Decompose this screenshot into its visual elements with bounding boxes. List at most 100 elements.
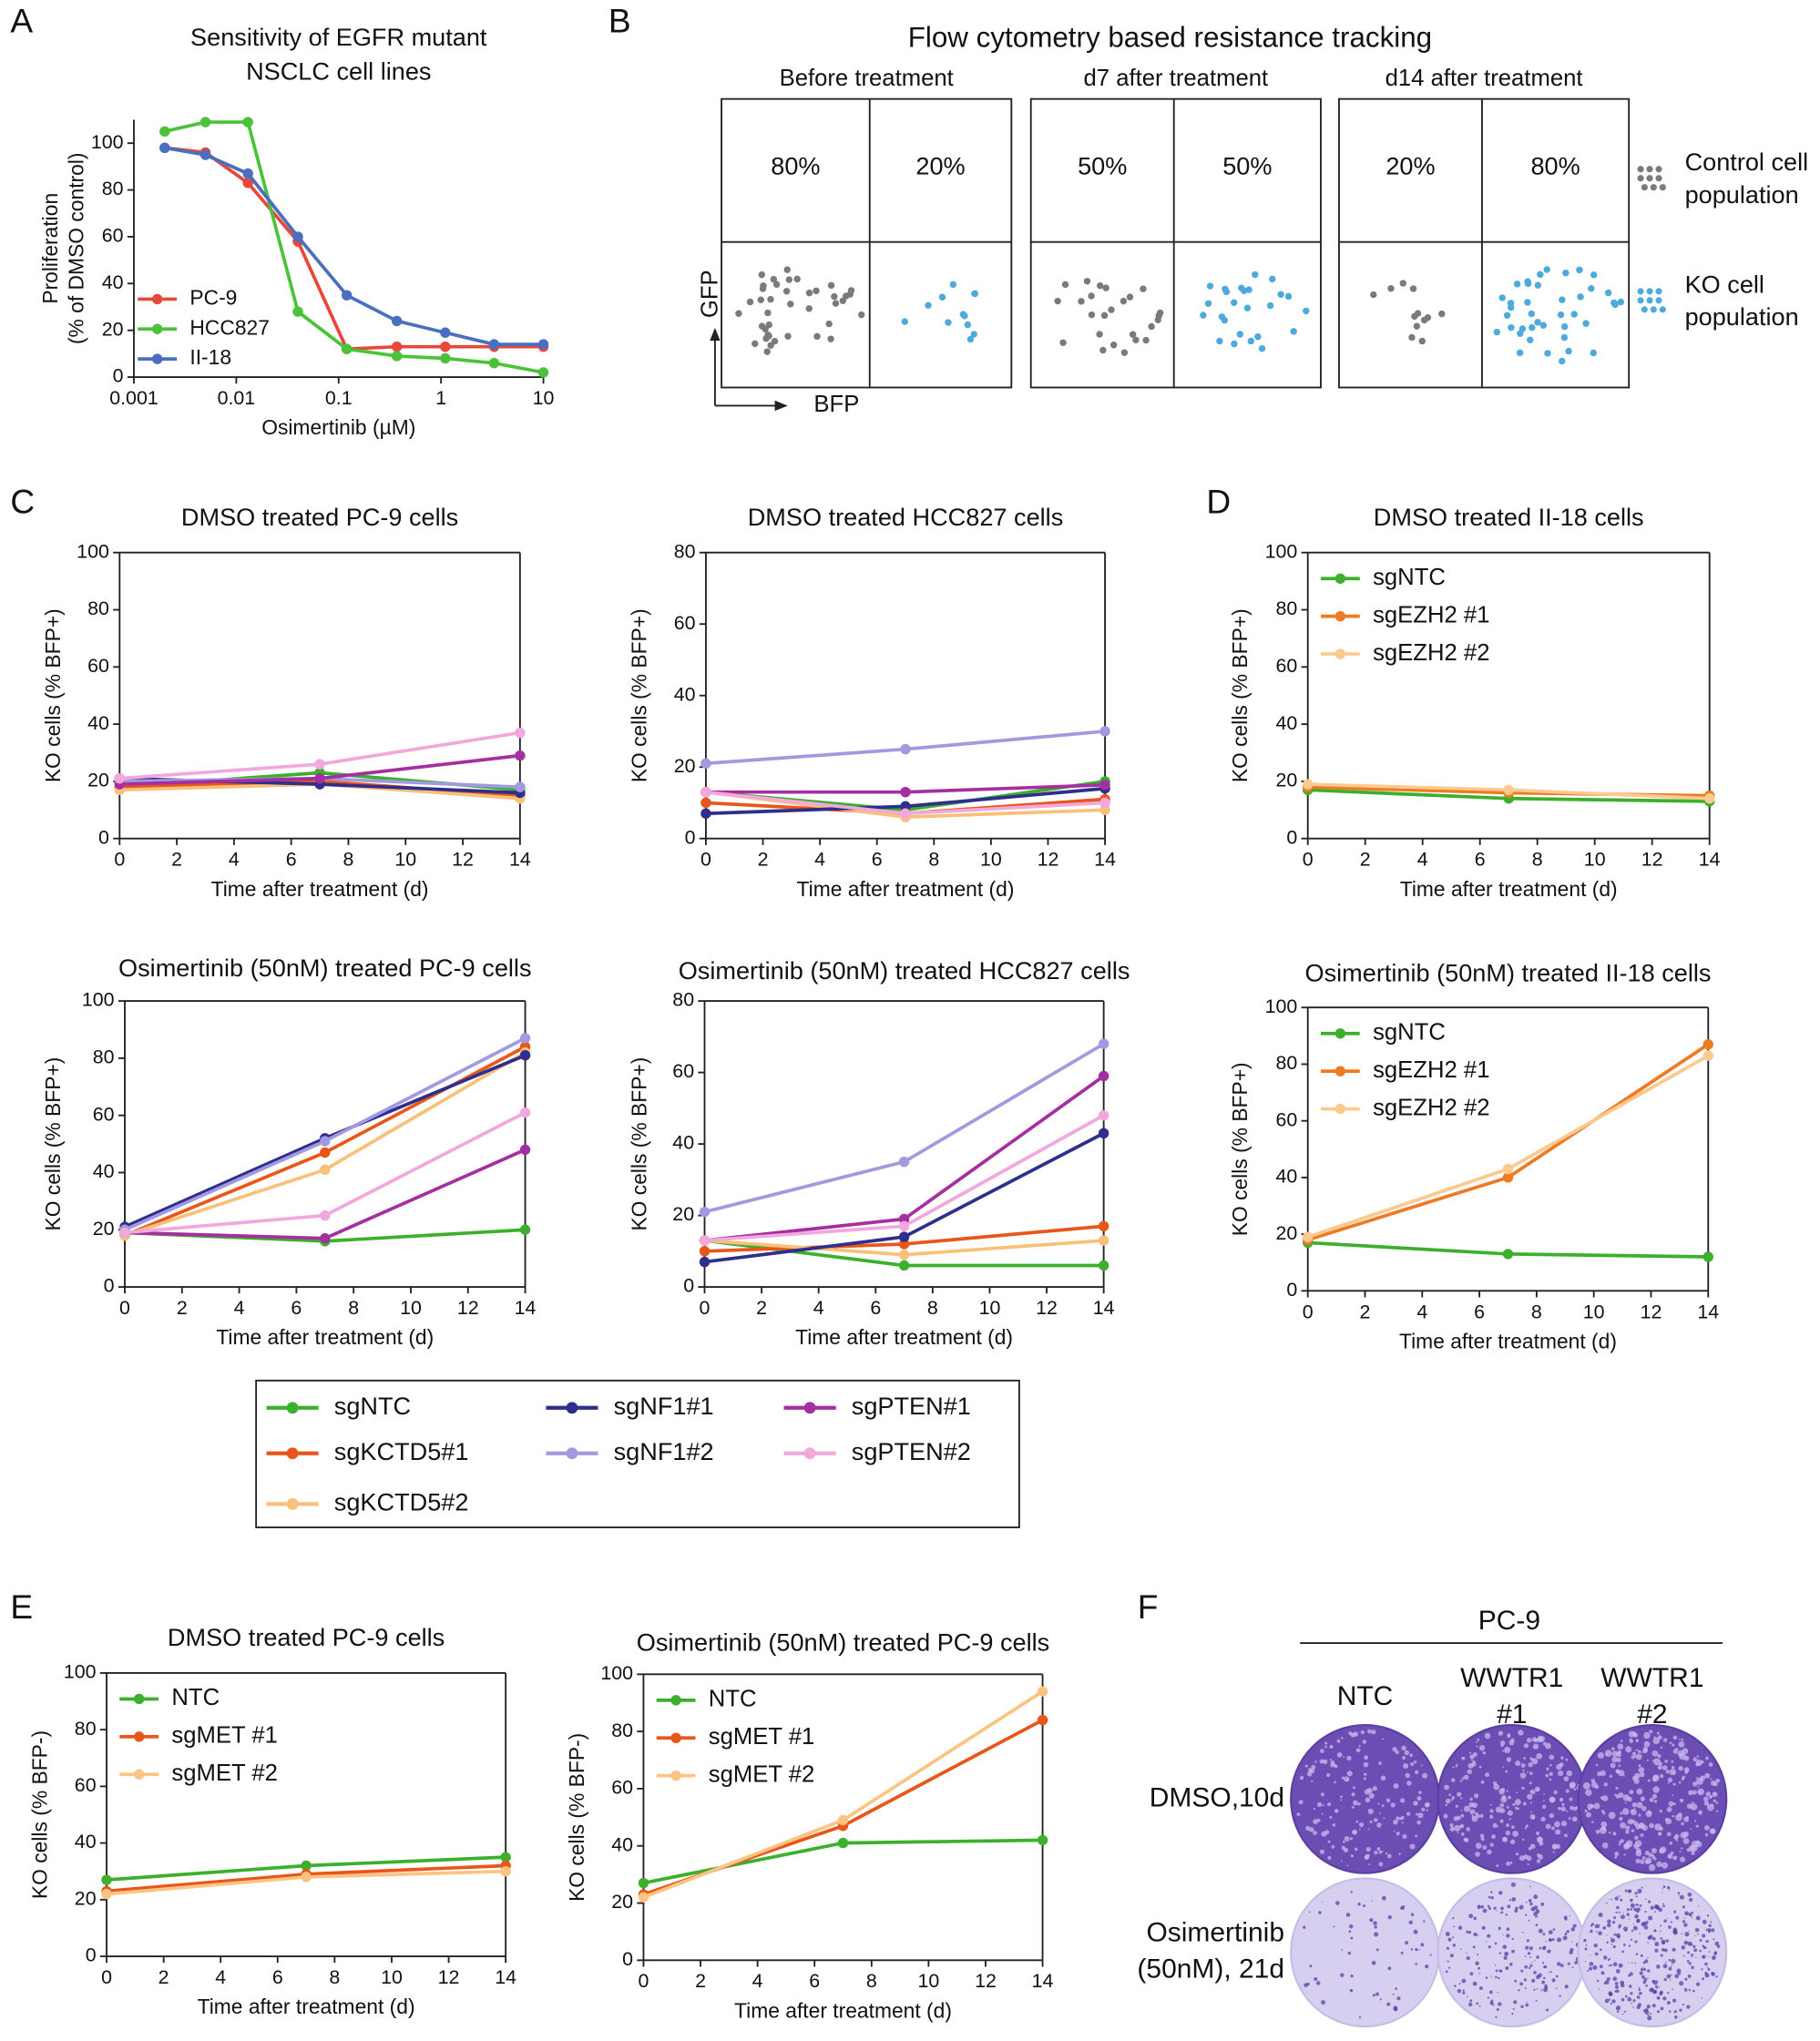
colony-spot (1607, 1919, 1611, 1924)
colony-spot (1367, 1729, 1372, 1734)
colony-spot (1609, 1774, 1613, 1778)
colony-spot (1699, 1949, 1702, 1953)
colony-spot (1610, 1747, 1615, 1750)
colony-spot (1385, 1852, 1388, 1855)
cell-dot (1266, 301, 1274, 310)
cell-dot (1061, 281, 1069, 289)
colony-spot (1669, 2011, 1672, 2013)
colony-spot (1353, 1800, 1358, 1806)
colony-spot (1447, 1937, 1452, 1942)
cell-dot (1562, 270, 1569, 277)
x-tick-label: 12 (457, 1297, 479, 1319)
colony-spot (1374, 1932, 1379, 1937)
colony-spot (1707, 1928, 1712, 1932)
colony-spot (1647, 2014, 1650, 2016)
colony-spot (1524, 1955, 1527, 1957)
colony-spot (1682, 1748, 1689, 1755)
colony-spot (1682, 1920, 1686, 1924)
colony-spot (1378, 1850, 1383, 1854)
x-tick-label: 6 (1475, 849, 1486, 871)
colony-spot (1452, 1936, 1455, 1939)
colony-spot (1460, 1797, 1463, 1800)
colony-spot (1687, 1974, 1692, 1978)
colony-spot (1487, 1849, 1492, 1855)
y-axis-label: KO cells (% BFP+) (1228, 1062, 1252, 1236)
colony-spot (1691, 1955, 1693, 1958)
panel-label: D (1206, 483, 1231, 521)
marker (900, 801, 911, 812)
colony-spot (1593, 1802, 1600, 1810)
colony-spot (1520, 1969, 1524, 1973)
colony-spot (1694, 1927, 1700, 1933)
colony-spot (1697, 1785, 1700, 1788)
legend-swatch (1334, 573, 1346, 584)
colony-spot (1479, 1985, 1483, 1990)
legend-label: sgEZH2 #1 (1373, 1057, 1489, 1083)
x-tick-label: 6 (286, 849, 297, 871)
marker (1502, 1249, 1514, 1260)
colony-spot (1489, 1842, 1494, 1847)
colony-spot (1585, 1944, 1588, 1946)
colony-spot (1350, 1974, 1354, 1978)
colony-spot (1589, 1966, 1593, 1971)
legend-label: PC-9 (189, 285, 237, 309)
colony-spot (1669, 1841, 1673, 1845)
colony-spot (1636, 1919, 1641, 1924)
y-tick-label: 40 (93, 1160, 115, 1182)
colony-spot (1598, 1913, 1603, 1918)
colony-spot (1625, 1830, 1630, 1834)
x-tick-label: 0.001 (109, 387, 158, 409)
colony-spot (1569, 1914, 1570, 1917)
colony-spot (1392, 1746, 1397, 1752)
colony-spot (1314, 1760, 1317, 1763)
legend-swatch (1334, 610, 1346, 622)
legend-swatch (151, 353, 163, 364)
legend-label: sgMET #1 (709, 1724, 815, 1750)
colony-spot (1634, 1962, 1637, 1964)
colony-spot (1530, 1811, 1533, 1813)
cell-dot (1604, 289, 1612, 297)
colony-spot (1549, 1812, 1555, 1819)
colony-spot (1549, 1754, 1555, 1760)
x-axis-label: Time after treatment (d) (211, 877, 429, 901)
colony-spot (1666, 1806, 1672, 1812)
cell-dot (1140, 285, 1147, 292)
marker (638, 1892, 649, 1903)
colony-spot (1500, 1911, 1504, 1913)
panel-label: B (608, 2, 631, 40)
colony-spot (1364, 1755, 1369, 1760)
colony-spot (1539, 1946, 1542, 1950)
colony-spot (1559, 1995, 1561, 1997)
colony-spot (1584, 1947, 1588, 1951)
colony-spot (1690, 1828, 1692, 1831)
colony-spot (1633, 1907, 1637, 1912)
colony-spot (1713, 1938, 1715, 1941)
colony-spot (1467, 1930, 1472, 1934)
colony-spot (1500, 1796, 1508, 1803)
colony-spot (1614, 1896, 1619, 1901)
colony-spot (1697, 1933, 1700, 1935)
colony-spot (1691, 1801, 1694, 1804)
legend-swatch (1334, 1066, 1346, 1077)
colony-spot (1487, 1934, 1491, 1938)
colony-spot (1672, 1749, 1678, 1754)
colony-spot (1662, 1765, 1668, 1771)
colony-spot (1631, 1751, 1636, 1756)
colony-spot (1679, 1981, 1684, 1986)
marker (119, 1227, 130, 1239)
colony-spot (1707, 1967, 1711, 1971)
colony-spot (1537, 1853, 1541, 1858)
colony-spot (1468, 2002, 1473, 2007)
colony-spot (1601, 1826, 1606, 1832)
legend-label: sgNTC (1373, 1020, 1446, 1046)
colony-spot (1398, 1852, 1401, 1855)
colony-spot (1413, 1929, 1418, 1934)
x-tick-label: 10 (917, 1970, 939, 1992)
colony-spot (1558, 1806, 1561, 1811)
cell-dot (971, 290, 979, 298)
chart-title: DMSO treated HCC827 cells (748, 503, 1064, 531)
colony-spot (1662, 1964, 1668, 1969)
colony-spot (1525, 1945, 1529, 1950)
cell-dot (1126, 293, 1134, 301)
cell-dot (1059, 339, 1067, 347)
